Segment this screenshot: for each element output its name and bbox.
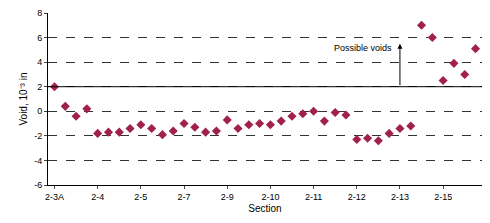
svg-text:2-11: 2-11 bbox=[305, 192, 322, 202]
svg-text:-2: -2 bbox=[34, 131, 42, 141]
svg-text:2: 2 bbox=[37, 82, 42, 92]
svg-text:2-7: 2-7 bbox=[178, 192, 191, 202]
svg-text:2-5: 2-5 bbox=[134, 192, 147, 202]
svg-text:2-15: 2-15 bbox=[434, 192, 452, 202]
svg-text:2-12: 2-12 bbox=[348, 192, 366, 202]
svg-text:-4: -4 bbox=[34, 156, 42, 166]
svg-text:Void, 10⁻³ in: Void, 10⁻³ in bbox=[18, 72, 29, 125]
svg-text:2-13: 2-13 bbox=[391, 192, 409, 202]
svg-text:8: 8 bbox=[37, 8, 42, 18]
svg-text:2-9: 2-9 bbox=[221, 192, 234, 202]
svg-text:4: 4 bbox=[37, 57, 42, 67]
svg-text:Possible voids: Possible voids bbox=[334, 43, 392, 53]
svg-text:2-3A: 2-3A bbox=[45, 192, 64, 202]
svg-text:Section: Section bbox=[248, 203, 281, 214]
svg-text:2-10: 2-10 bbox=[261, 192, 279, 202]
svg-text:-6: -6 bbox=[34, 180, 42, 190]
svg-text:0: 0 bbox=[37, 106, 42, 116]
svg-text:6: 6 bbox=[37, 33, 42, 43]
svg-text:2-4: 2-4 bbox=[91, 192, 104, 202]
